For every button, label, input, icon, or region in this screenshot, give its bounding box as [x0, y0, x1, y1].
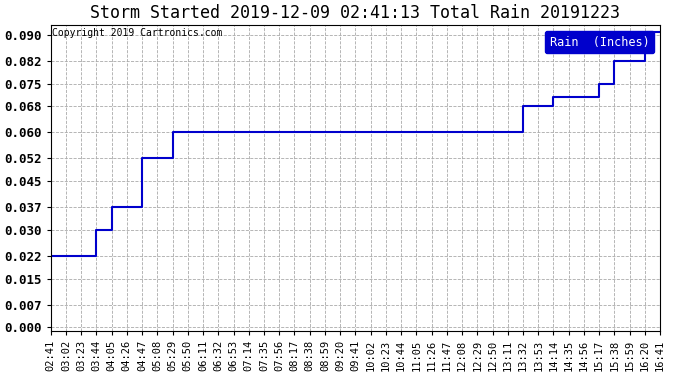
Title: Storm Started 2019-12-09 02:41:13 Total Rain 20191223: Storm Started 2019-12-09 02:41:13 Total …	[90, 4, 620, 22]
Text: Copyright 2019 Cartronics.com: Copyright 2019 Cartronics.com	[52, 28, 222, 38]
Legend: Rain  (Inches): Rain (Inches)	[545, 31, 654, 54]
